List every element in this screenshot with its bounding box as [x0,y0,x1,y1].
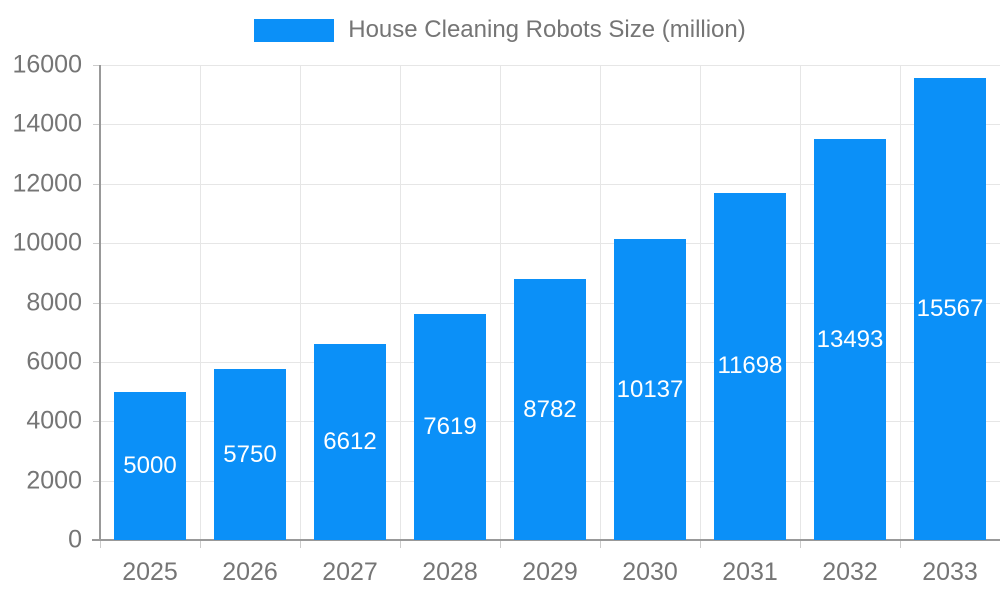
x-axis-line [92,539,1000,541]
legend-label: House Cleaning Robots Size (million) [348,16,746,43]
bar-value-label: 5000 [123,451,177,479]
bar-value-label: 10137 [616,375,684,403]
x-axis-tick-label: 2027 [322,558,378,586]
y-axis-tick-label: 16000 [12,50,82,79]
x-axis-tick [800,540,801,548]
gridline [900,65,901,540]
bar: 7619 [414,313,486,540]
y-axis-tick [93,124,100,126]
x-axis-tick [700,540,701,548]
bar: 5000 [114,391,186,540]
x-axis-tick-label: 2033 [922,558,978,586]
gridline [100,65,1000,66]
y-axis-tick [93,243,100,245]
y-axis-tick-label: 10000 [12,228,82,257]
bar: 10137 [614,239,686,540]
bar: 15567 [914,77,986,540]
x-axis-tick-label: 2025 [122,558,178,586]
y-axis-tick-label: 8000 [26,288,82,316]
bar-value-label: 5750 [223,440,277,468]
bar-value-label: 11698 [717,352,783,380]
x-axis-tick [900,540,901,548]
x-axis-tick-label: 2029 [522,558,578,586]
x-axis-tick [600,540,601,548]
x-axis-tick [100,540,101,548]
x-axis-tick [300,540,301,548]
legend-swatch-icon [254,18,335,42]
bar: 5750 [214,369,286,540]
gridline [600,65,601,540]
bar-value-label: 13493 [816,325,884,353]
bar: 8782 [514,279,586,540]
y-axis-tick [93,65,100,66]
bar-value-label: 6612 [323,427,377,455]
y-axis-tick-label: 0 [68,525,82,554]
y-axis-tick [93,480,100,482]
bar-value-label: 15567 [916,294,984,322]
gridline [400,65,401,540]
y-axis-tick-label: 6000 [26,347,82,376]
x-axis-tick [500,540,501,548]
x-axis-tick [400,540,401,548]
gridline [800,65,801,540]
gridline [500,65,501,540]
bar: 11698 [714,192,786,540]
x-axis-tick-label: 2030 [622,558,678,586]
y-axis-line [99,65,101,541]
y-axis-tick-label: 4000 [26,406,82,435]
bar: 6612 [314,343,386,540]
y-axis-tick-label: 12000 [12,169,82,198]
legend[interactable]: House Cleaning Robots Size (million) [0,16,1000,44]
bar-value-label: 7619 [423,412,477,440]
y-axis-tick [93,421,100,423]
x-axis-tick [200,540,201,548]
x-axis-tick-label: 2028 [422,558,478,586]
x-axis-tick-label: 2026 [222,558,278,586]
y-axis-tick-label: 2000 [26,466,82,495]
gridline [700,65,701,540]
x-axis-tick-label: 2032 [822,558,878,586]
gridline [300,65,301,540]
y-axis-tick [93,183,100,185]
bar-value-label: 8782 [523,395,577,423]
bar: 13493 [814,139,886,540]
y-axis-tick [93,361,100,363]
gridline [100,243,1000,245]
y-axis-tick-label: 14000 [12,109,82,138]
x-axis-tick-label: 2031 [722,558,778,586]
gridline [200,65,201,540]
gridline [100,183,1000,185]
y-axis-tick [93,302,100,304]
gridline [100,124,1000,126]
